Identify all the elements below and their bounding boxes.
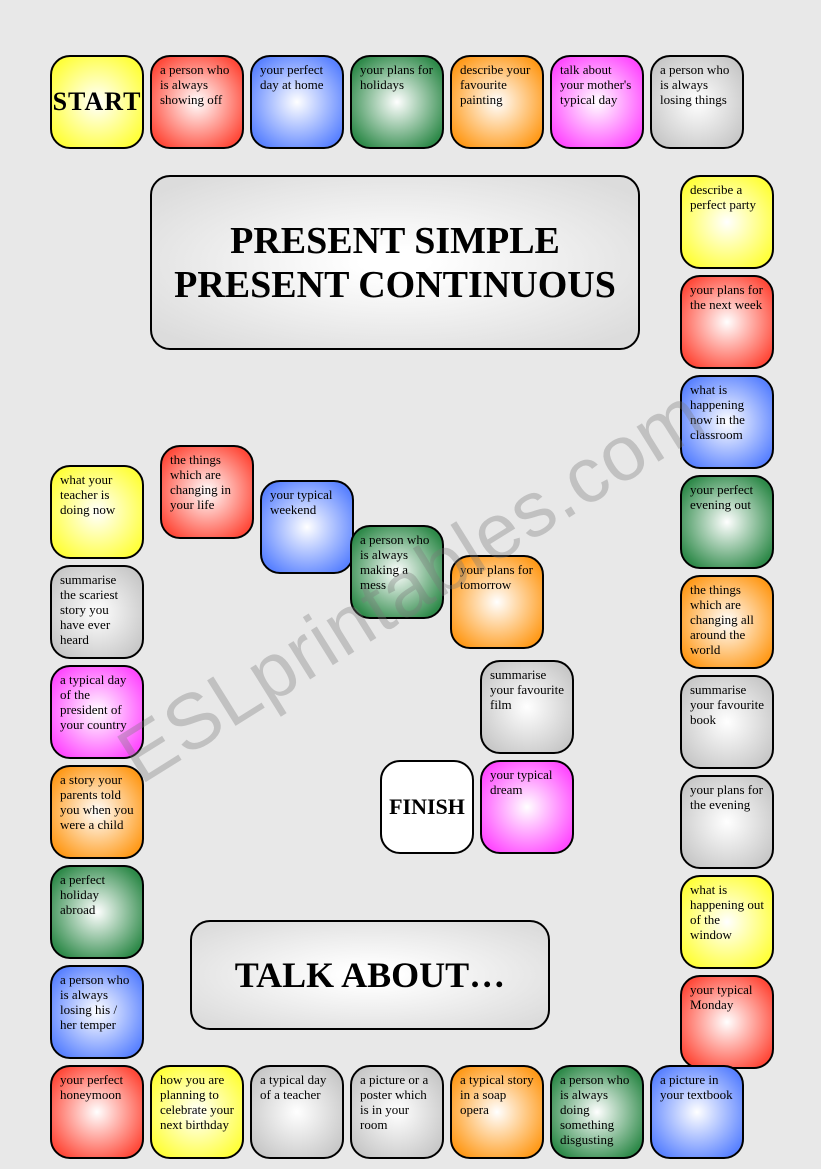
tile-text: a person who is always showing off xyxy=(160,62,229,107)
tile-text: a picture or a poster which is in your r… xyxy=(360,1072,428,1132)
game-tile-20: a typical day of a teacher xyxy=(250,1065,344,1159)
tile-text: your plans for the next week xyxy=(690,282,763,312)
game-tile-24: a perfect holiday abroad xyxy=(50,865,144,959)
tile-text: a story your parents told you when you w… xyxy=(60,772,134,832)
tile-text: how you are planning to celebrate your n… xyxy=(160,1072,234,1132)
tile-text: your typical Monday xyxy=(690,982,752,1012)
title-sub-text: TALK ABOUT… xyxy=(235,954,505,996)
tile-text: a person who is always doing something d… xyxy=(560,1072,629,1147)
tile-text: your typical weekend xyxy=(270,487,332,517)
game-tile-25: a story your parents told you when you w… xyxy=(50,765,144,859)
title-main: PRESENT SIMPLE PRESENT CONTINUOUS xyxy=(150,175,640,350)
game-tile-22: your perfect honeymoon xyxy=(50,1065,144,1159)
game-tile-2: your perfect day at home xyxy=(250,55,344,149)
game-tile-4: describe your favourite painting xyxy=(450,55,544,149)
game-tile-11: the things which are changing all around… xyxy=(680,575,774,669)
game-tile-13: your plans for the evening xyxy=(680,775,774,869)
title-sub: TALK ABOUT… xyxy=(190,920,550,1030)
game-tile-10: your perfect evening out xyxy=(680,475,774,569)
tile-text: the things which are changing in your li… xyxy=(170,452,231,512)
tile-text: FINISH xyxy=(389,794,465,819)
game-tile-27: summarise the scariest story you have ev… xyxy=(50,565,144,659)
tile-text: a person who is always losing his / her … xyxy=(60,972,129,1032)
tile-text: a typical story in a soap opera xyxy=(460,1072,534,1117)
game-tile-5: talk about your mother's typical day xyxy=(550,55,644,149)
game-tile-31: a person who is always making a mess xyxy=(350,525,444,619)
game-tile-26: a typical day of the president of your c… xyxy=(50,665,144,759)
tile-text: a picture in your textbook xyxy=(660,1072,733,1102)
tile-text: describe a perfect party xyxy=(690,182,756,212)
tile-text: summarise the scariest story you have ev… xyxy=(60,572,118,647)
game-tile-3: your plans for holidays xyxy=(350,55,444,149)
tile-text: what is happening out of the window xyxy=(690,882,764,942)
tile-text: a person who is always making a mess xyxy=(360,532,429,592)
game-tile-16: a picture in your textbook xyxy=(650,1065,744,1159)
game-tile-18: a typical story in a soap opera xyxy=(450,1065,544,1159)
tile-text: a typical day of a teacher xyxy=(260,1072,326,1102)
tile-text: your plans for tomorrow xyxy=(460,562,533,592)
game-tile-15: your typical Monday xyxy=(680,975,774,1069)
game-tile-6: a person who is always losing things xyxy=(650,55,744,149)
game-tile-32: your plans for tomorrow xyxy=(450,555,544,649)
game-tile-28: what your teacher is doing now xyxy=(50,465,144,559)
game-tile-19: a picture or a poster which is in your r… xyxy=(350,1065,444,1159)
game-tile-8: your plans for the next week xyxy=(680,275,774,369)
tile-text: your perfect honeymoon xyxy=(60,1072,123,1102)
tile-text: your perfect day at home xyxy=(260,62,324,92)
game-tile-34: your typical dream xyxy=(480,760,574,854)
tile-text: START xyxy=(53,87,142,117)
title-main-text: PRESENT SIMPLE PRESENT CONTINUOUS xyxy=(152,219,638,307)
tile-text: your plans for holidays xyxy=(360,62,433,92)
game-tile-35: FINISH xyxy=(380,760,474,854)
tile-text: your perfect evening out xyxy=(690,482,753,512)
game-tile-14: what is happening out of the window xyxy=(680,875,774,969)
tile-text: summarise your favourite book xyxy=(690,682,764,727)
game-tile-12: summarise your favourite book xyxy=(680,675,774,769)
game-tile-7: describe a perfect party xyxy=(680,175,774,269)
tile-text: your plans for the evening xyxy=(690,782,763,812)
tile-text: summarise your favourite film xyxy=(490,667,564,712)
tile-text: a person who is always losing things xyxy=(660,62,729,107)
game-tile-29: the things which are changing in your li… xyxy=(160,445,254,539)
tile-text: the things which are changing all around… xyxy=(690,582,754,657)
game-tile-17: a person who is always doing something d… xyxy=(550,1065,644,1159)
tile-text: talk about your mother's typical day xyxy=(560,62,631,107)
game-tile-33: summarise your favourite film xyxy=(480,660,574,754)
game-tile-1: a person who is always showing off xyxy=(150,55,244,149)
game-tile-21: how you are planning to celebrate your n… xyxy=(150,1065,244,1159)
game-tile-0: START xyxy=(50,55,144,149)
game-tile-30: your typical weekend xyxy=(260,480,354,574)
tile-text: your typical dream xyxy=(490,767,552,797)
game-tile-9: what is happening now in the classroom xyxy=(680,375,774,469)
tile-text: describe your favourite painting xyxy=(460,62,530,107)
tile-text: what your teacher is doing now xyxy=(60,472,115,517)
tile-text: a typical day of the president of your c… xyxy=(60,672,127,732)
tile-text: what is happening now in the classroom xyxy=(690,382,745,442)
tile-text: a perfect holiday abroad xyxy=(60,872,105,917)
game-tile-23: a person who is always losing his / her … xyxy=(50,965,144,1059)
